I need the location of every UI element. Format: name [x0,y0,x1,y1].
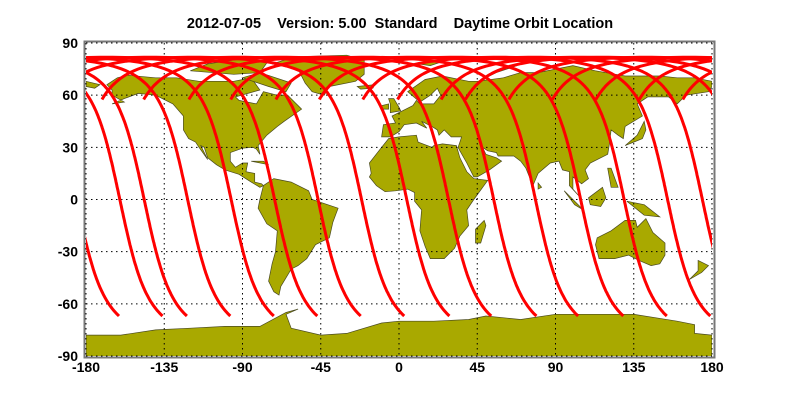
x-tick-label: 180 [700,359,724,375]
land-japan [624,120,647,146]
x-tick-label: -90 [232,359,252,375]
orbit-track [770,57,800,316]
plot-frame [83,40,716,359]
land-australia [595,218,666,266]
orbit-track [728,57,800,316]
x-tick-label: 135 [622,359,646,375]
land-sumatra [563,190,584,211]
land-philippines [607,167,619,188]
y-axis-ticks: 90 60 30 0 -30 -60 -90 [58,35,78,364]
orbit-track [86,236,121,318]
x-tick-label: 0 [395,359,403,375]
orbit-track [86,70,188,318]
x-tick-label: -45 [311,359,331,375]
x-tick-label: 45 [469,359,485,375]
orbit-track [86,56,275,318]
y-tick-label: 30 [62,139,78,155]
land-greenland [271,54,365,96]
land-madagascar [475,219,487,244]
x-tick-label: -135 [150,359,178,375]
y-tick-label: -60 [58,296,78,312]
land-chukotka [86,80,101,89]
land-new-zealand [689,259,710,280]
land-borneo [588,186,607,207]
x-axis-ticks: -180 -135 -90 -45 0 45 90 135 180 [72,359,724,375]
orbit-track [0,57,41,316]
orbit-track [361,55,712,318]
y-tick-label: 90 [62,35,78,51]
land-south-america [257,178,339,296]
grid-lines [85,42,713,357]
x-tick-label: -180 [72,359,100,375]
land-new-guinea [626,200,661,218]
orbit-track [86,90,164,318]
map-title: 2012-07-05 Version: 5.00 Standard Daytim… [186,16,614,32]
land-great-britain [388,98,402,114]
y-tick-label: 60 [62,87,78,103]
y-tick-label: -30 [58,244,78,260]
orbit-track [86,59,232,318]
land-north-america [106,74,303,188]
land-sri-lanka [537,182,543,190]
x-tick-label: 90 [548,359,564,375]
orbit-tracks [0,55,800,318]
y-tick-label: -90 [58,348,78,364]
y-tick-label: 0 [70,192,78,208]
